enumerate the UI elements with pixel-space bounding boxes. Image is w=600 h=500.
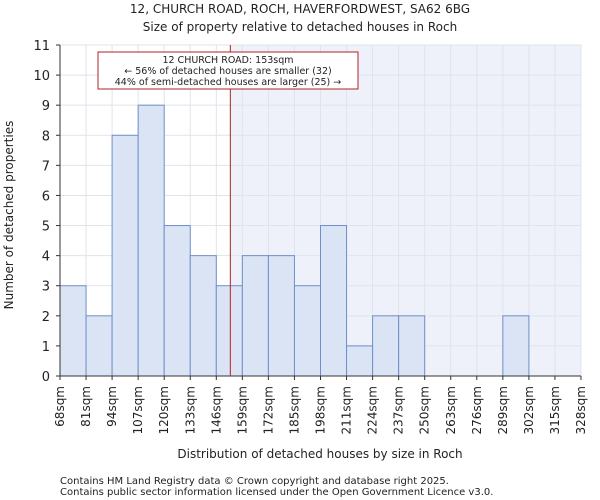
x-tick-label: 146sqm: [209, 386, 223, 434]
annotation-line-2: ← 56% of detached houses are smaller (32…: [124, 66, 331, 77]
bar-146sqm: [215, 285, 243, 377]
annotation-box: [97, 51, 359, 90]
x-tick-label: 263sqm: [444, 386, 458, 434]
bar-68sqm: [59, 285, 87, 377]
bar-224sqm: [372, 315, 400, 377]
y-tick-label: 3: [42, 280, 50, 295]
x-tick-label: 211sqm: [340, 386, 354, 434]
y-tick-label: 11: [33, 39, 50, 54]
x-tick-label: 289sqm: [496, 386, 510, 434]
x-tick-label: 302sqm: [522, 386, 536, 434]
footer-line1: Contains HM Land Registry data © Crown c…: [60, 476, 449, 487]
bar-172sqm: [267, 255, 295, 377]
bar-185sqm: [293, 285, 322, 377]
x-tick-label: 94sqm: [105, 386, 119, 427]
y-tick-label: 9: [42, 99, 50, 114]
y-tick-label: 1: [42, 340, 50, 355]
x-tick-label: 159sqm: [235, 386, 249, 434]
x-tick-label: 133sqm: [183, 386, 197, 434]
y-tick-label: 8: [42, 129, 50, 144]
y-tick-label: 7: [42, 159, 50, 174]
footer-line2: Contains public sector information licen…: [60, 487, 493, 498]
chart-title-line2: Size of property relative to detached ho…: [143, 20, 457, 34]
x-tick-label: 68sqm: [53, 386, 67, 427]
chart-title-line1: 12, CHURCH ROAD, ROCH, HAVERFORDWEST, SA…: [130, 2, 470, 16]
bar-133sqm: [189, 255, 217, 377]
y-tick-label: 2: [42, 310, 50, 325]
bar-81sqm: [85, 315, 113, 377]
x-tick-label: 120sqm: [157, 386, 171, 434]
x-tick-label: 224sqm: [366, 386, 380, 434]
x-tick-label: 276sqm: [470, 386, 484, 434]
x-tick-label: 237sqm: [392, 386, 406, 434]
y-tick-label: 6: [42, 189, 50, 204]
y-tick-label: 0: [42, 370, 50, 385]
bar-107sqm: [137, 104, 165, 377]
bar-289sqm: [502, 315, 530, 377]
x-axis-label: Distribution of detached houses by size …: [177, 447, 462, 461]
x-tick-label: 107sqm: [131, 386, 145, 434]
bar-198sqm: [320, 225, 348, 377]
x-tick-label: 185sqm: [287, 386, 301, 434]
annotation-line-1: 12 CHURCH ROAD: 153sqm: [162, 55, 293, 66]
x-tick-label: 81sqm: [79, 386, 93, 427]
bar-94sqm: [111, 134, 139, 377]
bar-120sqm: [163, 225, 191, 377]
x-tick-label: 315sqm: [548, 386, 562, 434]
y-tick-label: 10: [33, 69, 50, 84]
x-tick-label: 328sqm: [574, 386, 588, 434]
bar-159sqm: [241, 255, 269, 377]
y-tick-label: 5: [42, 220, 50, 235]
bar-211sqm: [346, 345, 374, 377]
x-tick-label: 198sqm: [314, 386, 328, 434]
x-tick-label: 250sqm: [418, 386, 432, 434]
y-axis-label: Number of detached properties: [2, 121, 16, 310]
bar-237sqm: [398, 315, 426, 377]
y-tick-label: 4: [42, 250, 50, 265]
annotation-line-3: 44% of semi-detached houses are larger (…: [115, 77, 342, 88]
x-tick-label: 172sqm: [261, 386, 275, 434]
